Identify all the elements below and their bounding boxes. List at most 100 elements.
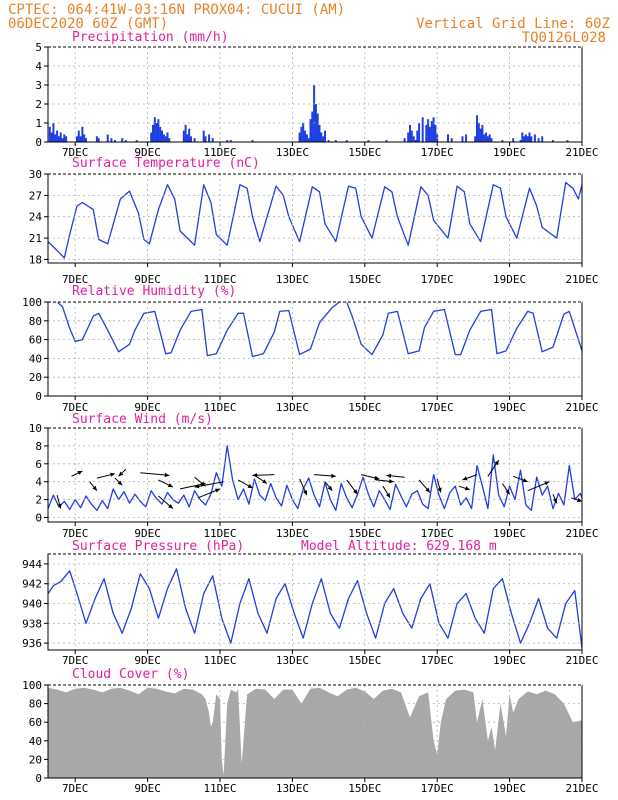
precip-bar bbox=[211, 138, 214, 142]
header-grid-note: Vertical Grid Line: 60Z bbox=[416, 16, 610, 32]
precip-ytick-label: 0 bbox=[35, 136, 42, 149]
precip-bar bbox=[204, 136, 207, 142]
precip-bar bbox=[152, 124, 154, 142]
precip-bar bbox=[54, 134, 57, 142]
wind-arrow-head bbox=[303, 490, 307, 496]
wind-title: Surface Wind (m/s) bbox=[72, 412, 213, 427]
temp-line bbox=[48, 181, 582, 259]
wind-arrow-head bbox=[505, 489, 510, 495]
wind-arrow-head bbox=[386, 473, 392, 479]
precip-bar bbox=[77, 130, 80, 142]
wind-arrow-head bbox=[194, 484, 200, 489]
temp-ytick-label: 24 bbox=[29, 211, 43, 224]
temp-panel: 18 21 24 27 30 7DEC 9DEC 11DEC 13DEC 15DEC 17DEC 19… bbox=[29, 156, 599, 286]
cloud-ytick-label: 100 bbox=[22, 679, 42, 692]
precip-bar bbox=[524, 134, 527, 142]
precip-bar bbox=[106, 134, 109, 142]
precip-xtick-label: 9DEC bbox=[134, 146, 161, 159]
precip-bar bbox=[432, 117, 435, 142]
pressure-ytick-label: 940 bbox=[22, 598, 42, 611]
cloud-xtick-label: 17DEC bbox=[421, 782, 454, 795]
precip-bar bbox=[95, 136, 98, 142]
precip-bar bbox=[427, 119, 430, 142]
precip-ytick-label: 3 bbox=[35, 79, 42, 92]
rh-ytick-label: 60 bbox=[29, 334, 42, 347]
precip-bar bbox=[161, 130, 163, 142]
precip-bar bbox=[162, 134, 165, 142]
precip-ytick-label: 1 bbox=[35, 117, 42, 130]
rh-xtick-label: 15DEC bbox=[348, 401, 381, 414]
wind-arrow-head bbox=[164, 472, 170, 478]
precip-bar bbox=[483, 134, 486, 142]
precip-bar bbox=[63, 134, 66, 142]
wind-arrow-head bbox=[327, 485, 333, 491]
precip-bar bbox=[52, 123, 55, 142]
precip-bar bbox=[59, 132, 62, 142]
precip-bar bbox=[412, 136, 415, 142]
wind-arrow-head bbox=[437, 487, 442, 493]
wind-arrow-head bbox=[92, 485, 97, 491]
pressure-xtick-label: 13DEC bbox=[276, 654, 309, 667]
wind-arrow-head bbox=[118, 471, 124, 477]
precip-bar bbox=[164, 136, 167, 142]
precip-bar bbox=[566, 140, 569, 142]
precip-bar bbox=[97, 138, 100, 142]
precip-bar bbox=[533, 134, 536, 142]
rh-ytick-label: 80 bbox=[29, 315, 42, 328]
precip-bar bbox=[407, 132, 410, 142]
precip-bar bbox=[251, 140, 254, 142]
precip-bar bbox=[305, 134, 308, 142]
precip-bar bbox=[159, 126, 162, 142]
precip-bar bbox=[135, 140, 138, 142]
precip-bar bbox=[526, 136, 529, 142]
cloud-panel: 0 20 40 60 80 100 7DEC 9DEC 11DEC 13DEC 15DEC 17DEC… bbox=[22, 667, 598, 795]
panels: 0 1 2 3 4 5 7DEC 9DEC 11DEC 13DEC 15DEC 17DEC 19DEC 2… bbox=[22, 30, 598, 795]
precip-xtick-label: 7DEC bbox=[62, 146, 89, 159]
cloud-xtick-label: 11DEC bbox=[203, 782, 236, 795]
precip-bar bbox=[485, 132, 488, 142]
cloud-area bbox=[48, 687, 582, 778]
wind-ytick-label: 0 bbox=[35, 512, 42, 525]
precip-bar bbox=[421, 117, 424, 142]
wind-xtick-label: 13DEC bbox=[276, 527, 309, 540]
pressure-ytick-label: 942 bbox=[22, 578, 42, 591]
precip-bar bbox=[193, 138, 196, 142]
precip-bar bbox=[208, 134, 211, 142]
precip-bar bbox=[76, 136, 78, 142]
precip-title: Precipitation (mm/h) bbox=[72, 30, 229, 45]
cloud-ytick-label: 60 bbox=[29, 716, 42, 729]
cloud-xtick-label: 9DEC bbox=[134, 782, 161, 795]
temp-xtick-label: 17DEC bbox=[421, 273, 454, 286]
precip-bar bbox=[155, 123, 158, 142]
precip-bar bbox=[304, 130, 306, 142]
precip-bar bbox=[345, 140, 348, 142]
pressure-line bbox=[48, 568, 582, 649]
precip-bar bbox=[474, 136, 477, 142]
precip-bar bbox=[490, 138, 493, 142]
precip-bar bbox=[79, 136, 82, 142]
precip-bar bbox=[314, 104, 317, 142]
precip-bar bbox=[309, 119, 312, 142]
temp-xtick-label: 21DEC bbox=[565, 273, 598, 286]
wind-arrow-head bbox=[462, 476, 468, 481]
precip-bar bbox=[434, 124, 437, 142]
wind-xtick-label: 19DEC bbox=[493, 527, 526, 540]
wind-arrow-head bbox=[77, 471, 83, 475]
precip-bar bbox=[385, 140, 388, 142]
precip-bar bbox=[477, 123, 480, 142]
precip-bar bbox=[153, 117, 156, 142]
precip-bar bbox=[186, 134, 189, 142]
precip-bar bbox=[486, 136, 489, 142]
precip-bar bbox=[166, 132, 169, 142]
temp-xtick-label: 13DEC bbox=[276, 273, 309, 286]
cloud-ytick-label: 80 bbox=[29, 698, 42, 711]
precip-bar bbox=[322, 136, 325, 142]
wind-line bbox=[48, 445, 582, 512]
precip-bar bbox=[521, 132, 524, 142]
wind-arrow-head bbox=[252, 473, 258, 478]
precip-bar bbox=[403, 138, 406, 142]
precip-ytick-label: 4 bbox=[35, 60, 42, 73]
cloud-ytick-label: 20 bbox=[29, 753, 42, 766]
wind-ytick-label: 8 bbox=[35, 440, 42, 453]
